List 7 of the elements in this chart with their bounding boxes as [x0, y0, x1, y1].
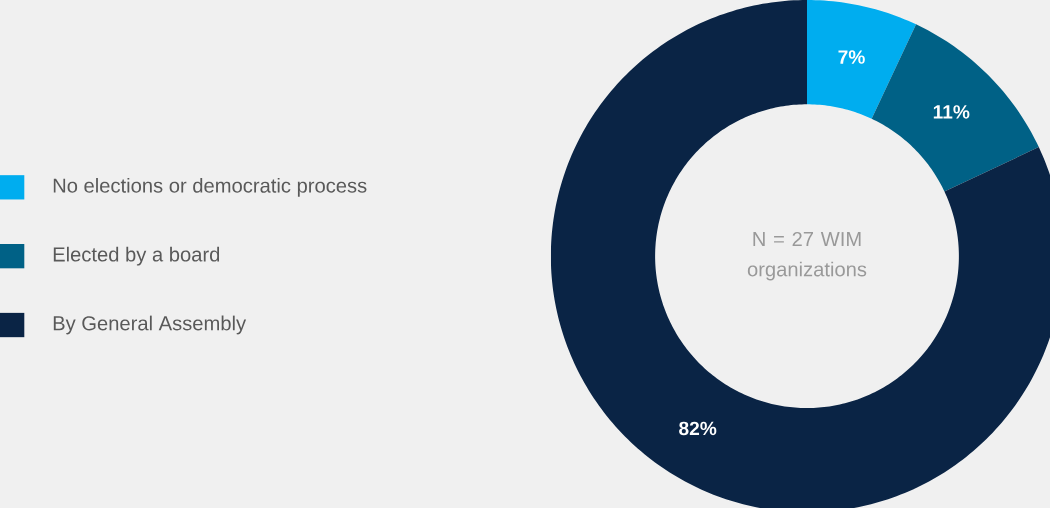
text: N = 27 WIM organizations [747, 231, 867, 281]
data-label: 82% [679, 421, 717, 436]
legend-label: By General Assembly [53, 315, 247, 335]
legend-label: No elections or democratic process [53, 177, 367, 197]
data-label: 7% [838, 50, 865, 64]
data-label: 11% [933, 105, 970, 119]
legend-label: Elected by a board [53, 246, 220, 266]
